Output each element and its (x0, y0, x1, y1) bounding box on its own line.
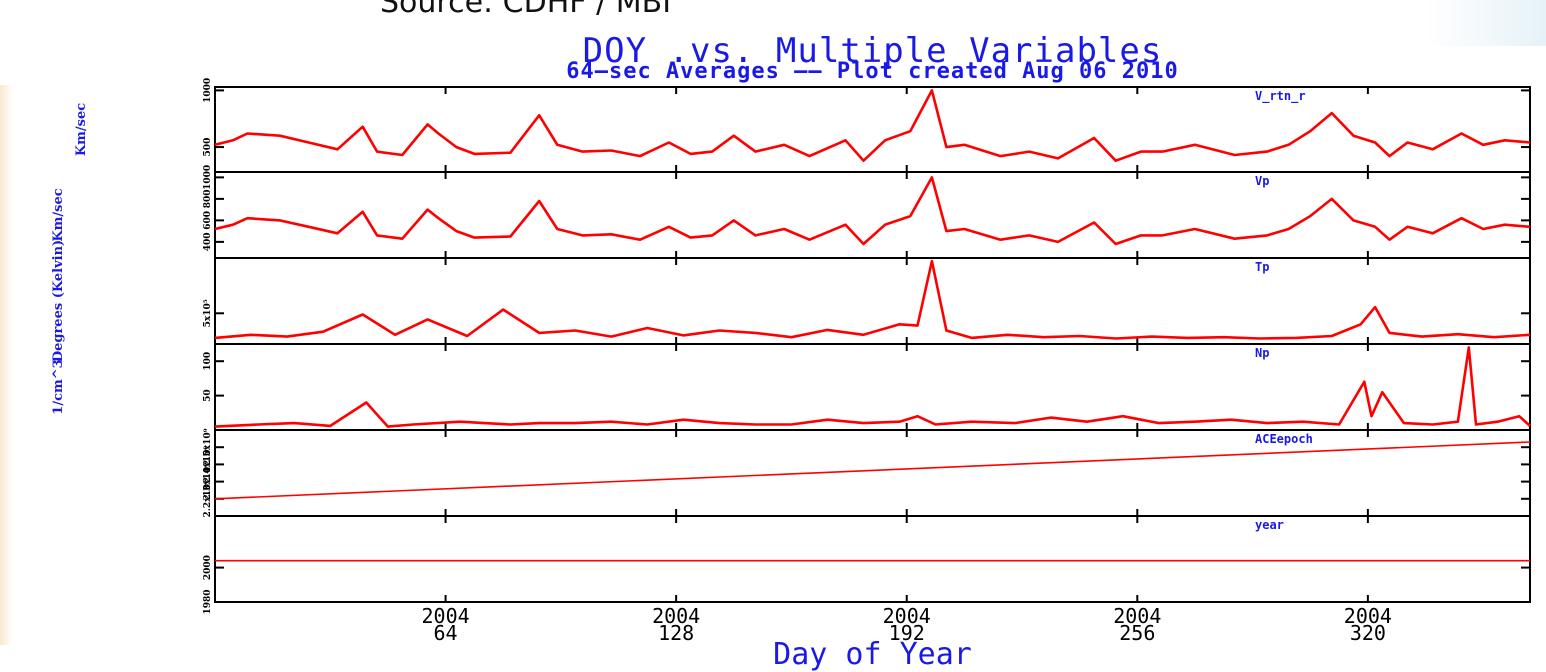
x-tick-day-label: 192 (889, 621, 925, 645)
chart-title: DOY .vs. Multiple Variables (582, 31, 1163, 71)
series-line (214, 89, 1531, 162)
chart-subtitle: 64—sec Averages —— Plot created Aug 06 2… (566, 59, 1179, 84)
y-tick-label: 2.2x10⁹ (203, 480, 213, 518)
x-tick-day-label: 256 (1119, 621, 1155, 645)
y-tick-label: 1000 (203, 78, 213, 103)
y-tick-label: 400 (203, 232, 213, 251)
y-tick-label: 5x10⁵ (203, 299, 213, 327)
x-tick-year-label: 2004 (652, 604, 700, 628)
y-axis-label: Degrees (Kelvin) (51, 240, 66, 362)
panel-name-label: year (1255, 518, 1284, 532)
y-tick-label: 1980 (203, 589, 213, 614)
y-tick-label: 100 (203, 352, 213, 371)
x-tick-day-label: 128 (658, 621, 694, 645)
panel-name-label: Vp (1255, 174, 1269, 188)
panel-frame (214, 429, 1531, 517)
panel-frame (214, 171, 1531, 259)
source-caption: Source: CDHF / MBI (380, 0, 672, 20)
y-axis-label: Km/sec (74, 103, 89, 156)
panel-name-label: ACEepoch (1255, 432, 1313, 446)
x-tick-year-label: 2004 (421, 604, 469, 628)
x-tick-year-label: 2004 (883, 604, 931, 628)
y-axis-label: Km/sec (51, 188, 66, 241)
series-line (214, 441, 1531, 500)
x-tick-day-label: 320 (1350, 621, 1386, 645)
y-tick-label: 600 (203, 211, 213, 230)
panel-frame (214, 86, 1531, 173)
x-tick-year-label: 2004 (1344, 604, 1392, 628)
panel-frame (214, 343, 1531, 431)
y-tick-label: 800 (203, 189, 213, 208)
series-line (214, 176, 1531, 246)
y-tick-label: 500 (203, 138, 213, 157)
panel-name-label: Np (1255, 346, 1269, 360)
series-line (214, 259, 1531, 340)
y-tick-label: 2.5x10⁹ (203, 428, 213, 466)
corner-decorative-accent (1426, 0, 1546, 46)
y-tick-label: 2.3x10⁹ (203, 463, 213, 501)
panel-name-label: Tp (1255, 260, 1269, 274)
y-axis-label: 1/cm^3 (51, 359, 66, 414)
x-tick-day-label: 64 (434, 621, 458, 645)
y-tick-label: 2000 (203, 555, 213, 580)
y-tick-label: 1000 (203, 165, 213, 190)
y-tick-label: 50 (203, 389, 213, 402)
left-decorative-strip (0, 85, 12, 645)
series-line (214, 346, 1531, 428)
y-tick-label: 2.4x10⁹ (203, 446, 213, 484)
panel-name-label: V_rtn_r (1255, 89, 1306, 104)
panel-frame (214, 515, 1531, 603)
x-axis-label: Day of Year (773, 637, 972, 672)
x-tick-year-label: 2004 (1113, 604, 1161, 628)
